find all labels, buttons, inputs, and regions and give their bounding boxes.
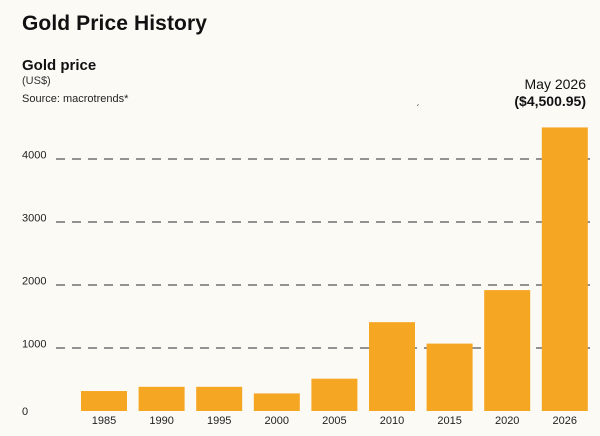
grid-lines bbox=[56, 158, 590, 349]
y-axis-ticks: 0 1000 2000 3000 4000 bbox=[22, 150, 46, 419]
bars bbox=[81, 127, 588, 411]
x-tick-label: 2010 bbox=[380, 415, 404, 427]
bar-1995 bbox=[196, 386, 243, 411]
x-tick-label: 1985 bbox=[92, 415, 116, 427]
y-tick-label: 0 bbox=[22, 406, 28, 418]
latest-value-label: ($4,500.95) bbox=[514, 93, 586, 109]
bar-2020 bbox=[484, 290, 531, 411]
x-tick-label: 1990 bbox=[149, 415, 173, 427]
y-tick-label: 2000 bbox=[22, 276, 46, 288]
x-axis-ticks: 1985 1990 1995 2000 2005 2010 2015 2020 2026 bbox=[92, 415, 577, 427]
bar-1985 bbox=[81, 391, 127, 411]
latest-date-label: May 2026 bbox=[524, 76, 586, 92]
x-tick-label: 2005 bbox=[322, 415, 346, 427]
bar-2005 bbox=[311, 378, 358, 411]
chart-units: (US$) bbox=[22, 75, 51, 87]
y-tick-label: 4000 bbox=[22, 150, 46, 162]
y-tick-label: 3000 bbox=[22, 213, 46, 225]
x-tick-label: 2026 bbox=[553, 415, 577, 427]
bar-1990 bbox=[138, 386, 185, 411]
x-tick-label: 2000 bbox=[265, 415, 289, 427]
chart-source: Source: macrotrends* bbox=[22, 93, 129, 105]
bar-2000 bbox=[253, 393, 300, 411]
bar-2015 bbox=[426, 343, 473, 411]
stray-mark: ˏ bbox=[416, 96, 420, 107]
page-title: Gold Price History bbox=[22, 12, 208, 35]
bar-2026 bbox=[541, 127, 588, 411]
x-tick-label: 2015 bbox=[437, 415, 461, 427]
chart-title: Gold price bbox=[22, 57, 97, 74]
x-tick-label: 2020 bbox=[495, 415, 519, 427]
y-tick-label: 1000 bbox=[22, 339, 46, 351]
x-tick-label: 1995 bbox=[207, 415, 231, 427]
bar-2010 bbox=[369, 322, 415, 411]
